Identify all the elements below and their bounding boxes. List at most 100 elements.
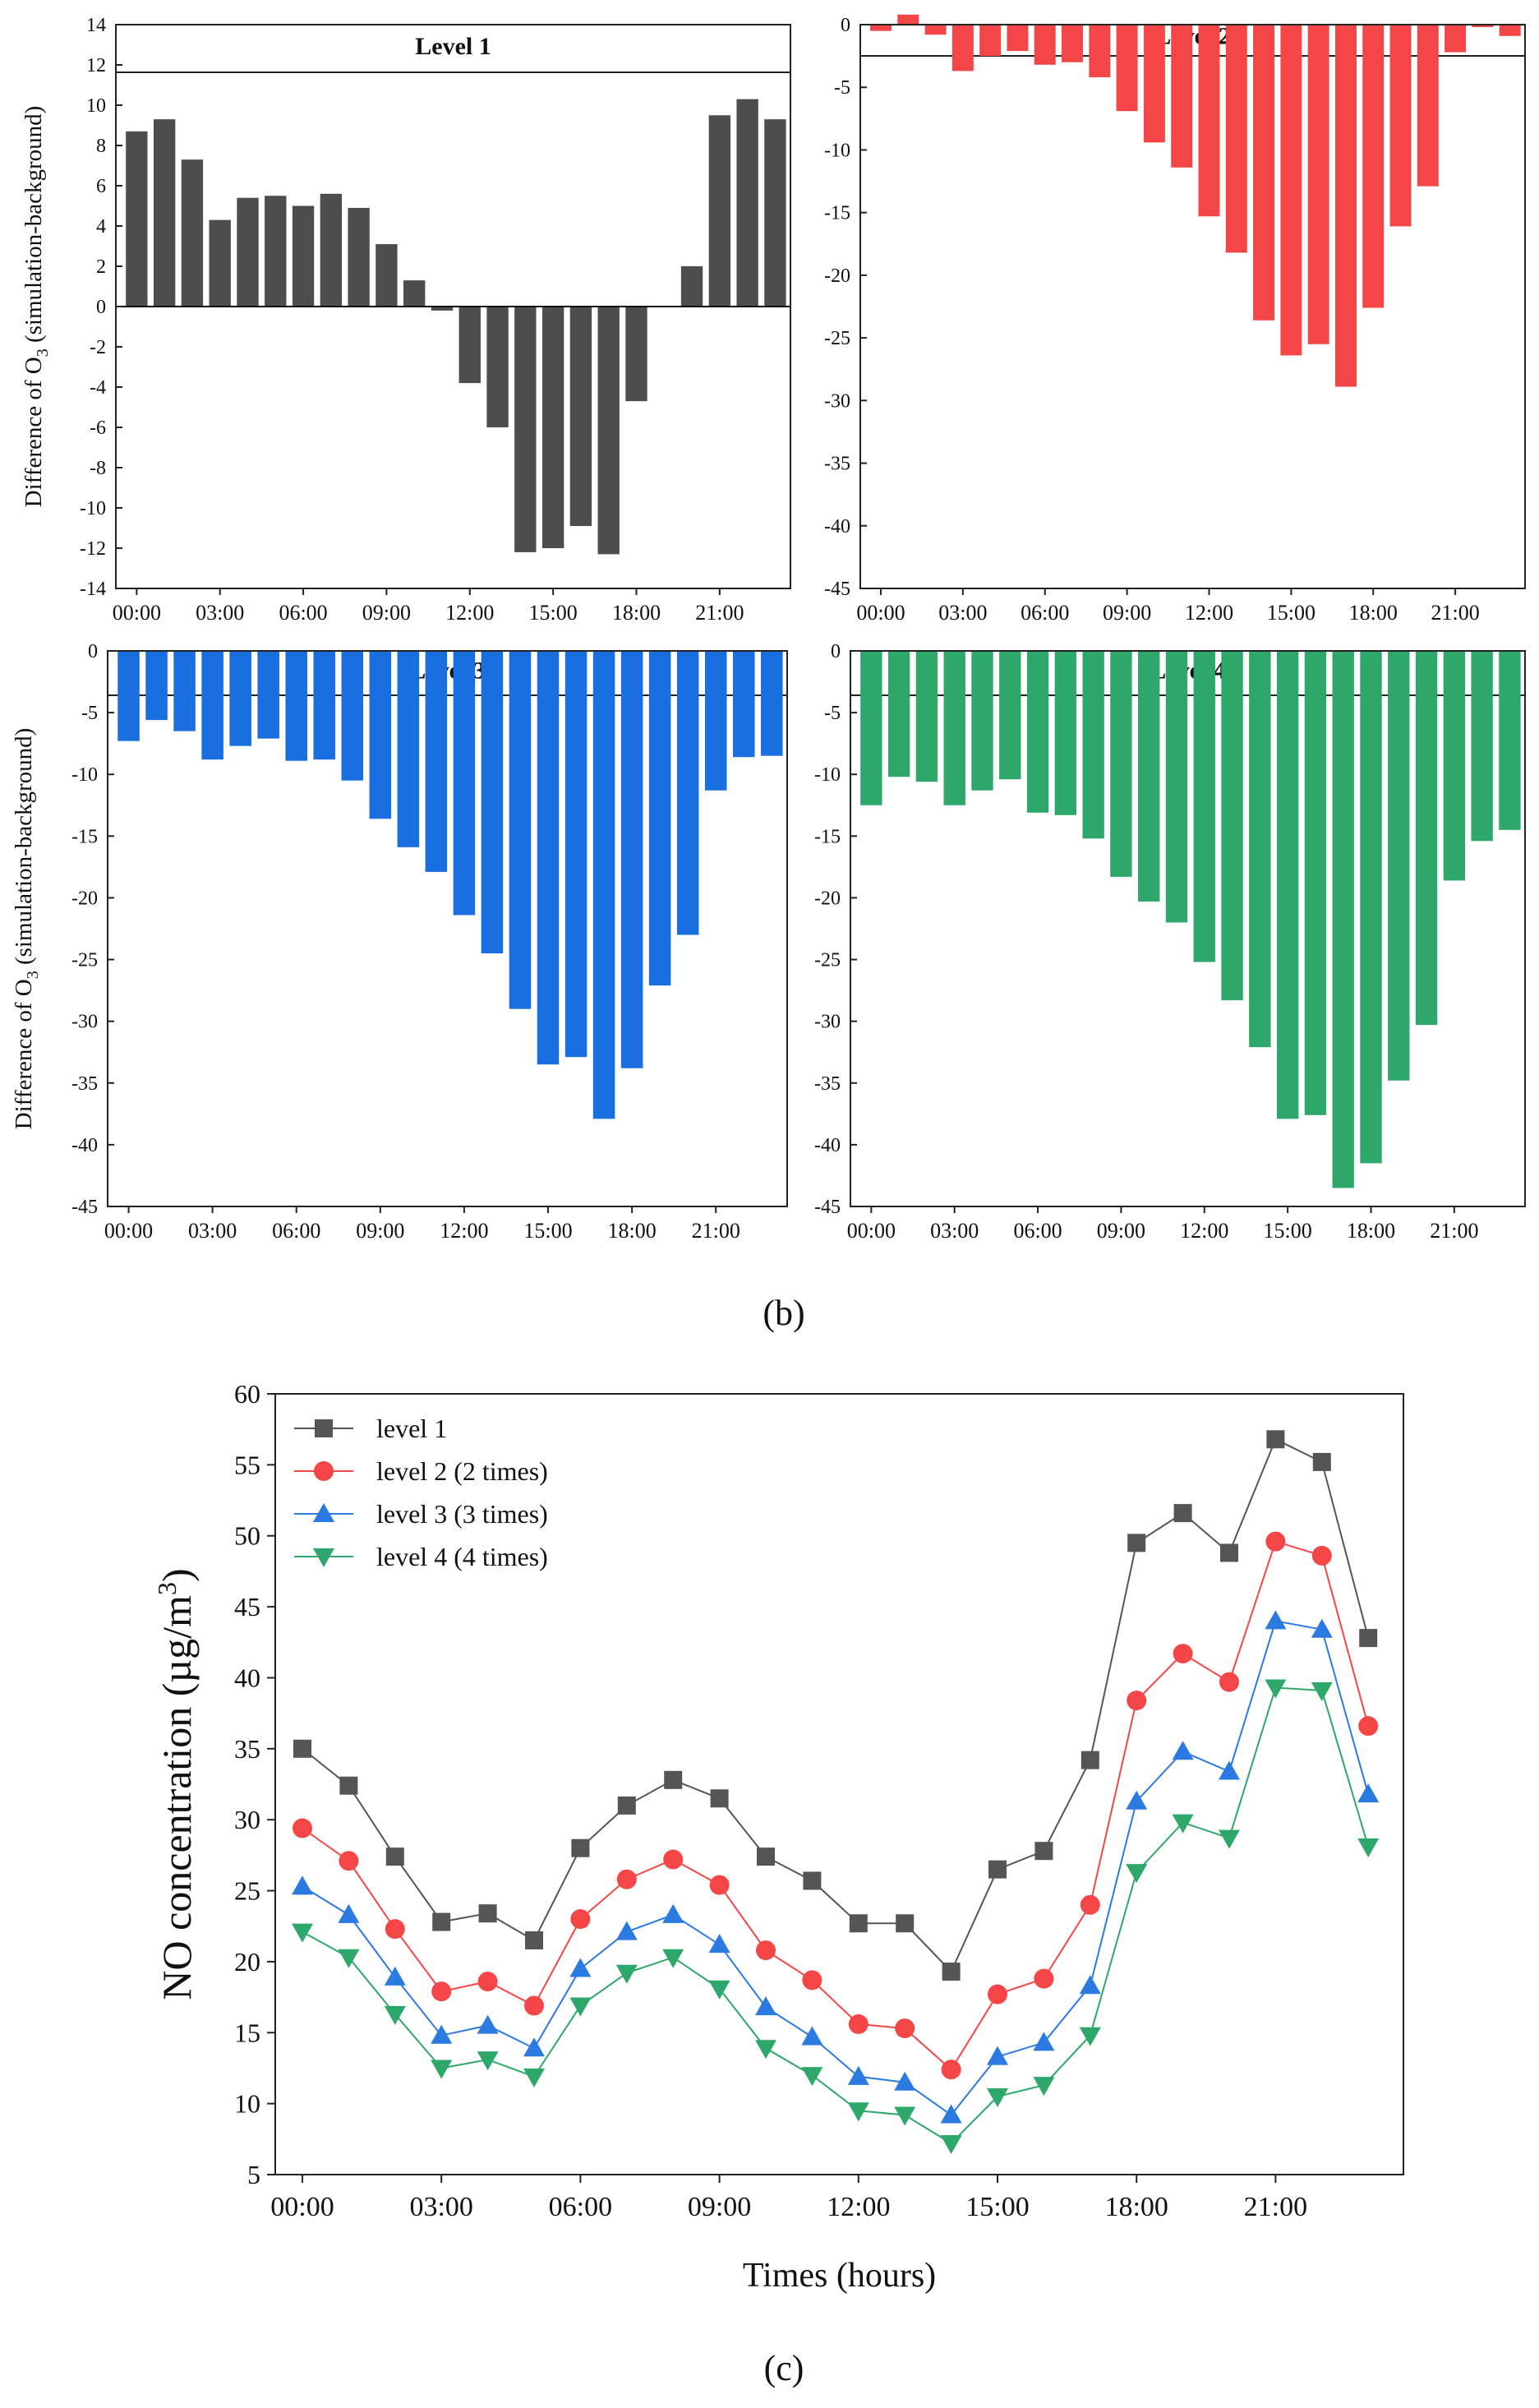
data-point <box>940 2104 962 2124</box>
y-tick-label: 20 <box>234 1947 260 1977</box>
x-tick-label: 21:00 <box>1431 601 1479 625</box>
bar-0500 <box>1007 25 1029 52</box>
bar-1300 <box>481 651 504 954</box>
x-tick-label: 18:00 <box>612 601 661 625</box>
x-tick-label: 06:00 <box>1013 1219 1062 1243</box>
bar-0900 <box>369 651 392 819</box>
bar-1000 <box>1138 651 1160 902</box>
data-point <box>710 1789 729 1808</box>
bar-1400 <box>1253 25 1275 321</box>
data-point <box>524 1995 544 2016</box>
legend-marker <box>313 1548 334 1567</box>
data-point <box>1081 1751 1099 1769</box>
bar-0100 <box>897 14 919 25</box>
bar-0700 <box>313 651 336 760</box>
data-point <box>848 2014 869 2034</box>
data-point <box>1265 1610 1287 1630</box>
bar-0700 <box>1062 25 1083 62</box>
y-tick-label: 14 <box>86 15 106 36</box>
y-tick-label: -5 <box>81 703 98 724</box>
data-point <box>988 1984 1007 2004</box>
y-tick-label: -20 <box>71 888 98 909</box>
bar-0300 <box>209 219 231 307</box>
series-4 <box>292 1679 1380 2154</box>
data-point <box>569 1958 592 1977</box>
legend-label: level 3 (3 times) <box>376 1499 548 1529</box>
data-point <box>477 2051 499 2071</box>
y-tick-label: -45 <box>824 579 850 600</box>
data-point <box>896 1914 915 1933</box>
bar-0400 <box>971 651 993 791</box>
x-tick-label: 09:00 <box>356 1219 404 1243</box>
y-tick-label: -25 <box>824 328 850 349</box>
y-tick-label: 30 <box>234 1805 260 1834</box>
bar-0800 <box>1082 651 1104 839</box>
data-point <box>570 1909 591 1930</box>
bar-0700 <box>320 193 343 307</box>
bar-0300 <box>201 651 223 760</box>
bar-1700 <box>592 651 615 1119</box>
bar-2300 <box>761 651 783 756</box>
y-axis-label-superscript: 3 <box>152 1582 182 1595</box>
x-tick-label: 21:00 <box>1430 1219 1478 1243</box>
data-point <box>523 2037 545 2057</box>
data-point <box>525 1931 543 1949</box>
data-point <box>1033 2077 1055 2097</box>
y-tick-label: -5 <box>824 703 841 724</box>
bar-2300 <box>1499 25 1521 36</box>
bar-0500 <box>257 651 279 739</box>
bar-0600 <box>292 205 315 307</box>
data-point <box>571 1838 590 1857</box>
x-tick-label: 12:00 <box>440 1219 488 1243</box>
bar-1200 <box>1198 25 1220 217</box>
bar-2000 <box>676 651 699 935</box>
y-tick-label: -2 <box>90 337 106 358</box>
bar-0000 <box>117 651 140 741</box>
bar-1100 <box>1165 651 1188 923</box>
data-point <box>293 1818 312 1838</box>
y-axis-label: NO concentration (µg/m3) <box>152 1568 200 2000</box>
y-tick-label: -10 <box>71 764 98 786</box>
data-point <box>1219 1760 1240 1780</box>
x-tick-label: 00:00 <box>270 2192 334 2222</box>
x-tick-label: 00:00 <box>104 1219 153 1243</box>
data-point <box>755 2040 776 2060</box>
data-point <box>662 1949 684 1968</box>
data-point <box>1311 1545 1332 1566</box>
bar-1300 <box>486 307 509 427</box>
bar-2100 <box>704 651 727 791</box>
bar-1300 <box>1221 651 1243 1001</box>
y-tick-label: -20 <box>814 888 841 909</box>
y-tick-label: 60 <box>234 1379 260 1409</box>
legend-label: level 4 (4 times) <box>376 1542 548 1571</box>
bar-2200 <box>1471 651 1493 842</box>
y-tick-label: -15 <box>71 826 98 847</box>
x-tick-label: 03:00 <box>409 2192 472 2222</box>
bar-0200 <box>173 651 196 731</box>
data-point <box>1220 1543 1238 1562</box>
y-axis-label-subscript: 3 <box>34 348 52 357</box>
y-tick-label: 35 <box>234 1734 260 1764</box>
panel-frame <box>859 24 1526 589</box>
data-point <box>1126 1790 1148 1810</box>
y-tick-label: -15 <box>814 826 841 847</box>
data-point <box>293 1739 311 1758</box>
data-point <box>1219 1672 1239 1692</box>
bar-0900 <box>1110 651 1132 877</box>
bar-2100 <box>1443 651 1466 881</box>
x-tick-label: 21:00 <box>692 1219 740 1243</box>
y-axis-label-prefix: Difference of O <box>11 979 37 1129</box>
y-tick-label: 4 <box>96 216 106 238</box>
bar-0000 <box>869 25 892 31</box>
legend-label: level 1 <box>376 1414 447 1443</box>
y-tick-label: -35 <box>71 1073 98 1095</box>
plot-frame <box>274 1393 1404 2175</box>
x-tick-label: 12:00 <box>1185 601 1233 625</box>
no-concentration-line-chart: 5 10 15 20 25 30 35 40 45 50 55 60 00:00 03:00 06:00 09… <box>152 1379 1404 2295</box>
bar-0900 <box>376 244 398 307</box>
y-tick-label: 25 <box>234 1876 260 1906</box>
data-point <box>849 1914 868 1933</box>
data-point <box>663 1849 684 1870</box>
x-tick-label: 18:00 <box>1347 1219 1395 1243</box>
